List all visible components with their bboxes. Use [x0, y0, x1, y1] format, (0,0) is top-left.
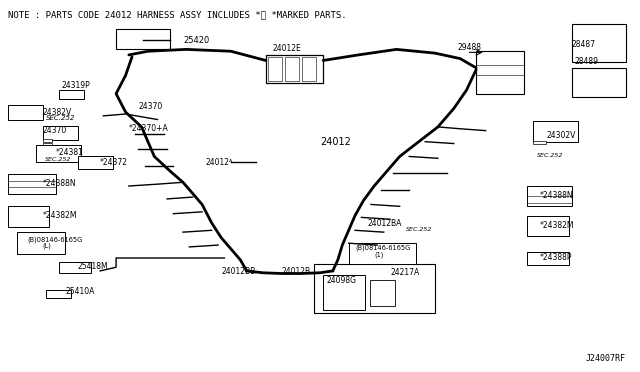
Text: 24012: 24012 [320, 137, 351, 147]
Bar [43, 140, 52, 142]
Bar [572, 23, 626, 62]
Bar [527, 186, 572, 206]
Text: SEC.252: SEC.252 [45, 157, 71, 161]
Text: 24382V: 24382V [43, 108, 72, 117]
Text: SEC.252: SEC.252 [537, 153, 563, 158]
Text: 25418M: 25418M [78, 262, 109, 271]
Bar [323, 275, 365, 310]
Bar [476, 51, 524, 94]
Text: *24388N: *24388N [540, 192, 573, 201]
Text: 24370: 24370 [138, 102, 163, 111]
Text: 24012BA: 24012BA [368, 219, 402, 228]
Text: 24370: 24370 [43, 126, 67, 135]
Bar [349, 243, 415, 263]
Text: *24382M: *24382M [540, 221, 574, 230]
Text: *24372: *24372 [100, 158, 128, 167]
Text: 24098G: 24098G [326, 276, 356, 285]
Text: *24382M: *24382M [43, 211, 77, 220]
Text: 25410A: 25410A [65, 287, 95, 296]
Text: NOTE : PARTS CODE 24012 HARNESS ASSY INCLUDES *Ⅱ *MARKED PARTS.: NOTE : PARTS CODE 24012 HARNESS ASSY INC… [8, 11, 346, 20]
Text: *24370+A: *24370+A [129, 124, 168, 133]
Bar [78, 157, 113, 169]
Bar [572, 68, 626, 97]
Text: 29488: 29488 [457, 43, 481, 52]
Bar [534, 121, 578, 142]
Text: 28489: 28489 [575, 57, 599, 66]
Bar [285, 57, 299, 81]
Bar [302, 57, 316, 81]
Bar [534, 141, 546, 144]
Bar [36, 145, 81, 162]
Bar [17, 232, 65, 254]
Bar [46, 290, 72, 298]
Text: 24012B: 24012B [282, 267, 311, 276]
Text: 24012BB: 24012BB [221, 267, 255, 276]
Text: *24388N: *24388N [43, 179, 76, 188]
Text: (B)08146-6165G: (B)08146-6165G [355, 245, 410, 251]
Bar [43, 143, 52, 146]
Text: 24012ᴬ: 24012ᴬ [205, 157, 232, 167]
Bar [266, 55, 323, 83]
Text: *24388P: *24388P [540, 253, 572, 263]
Bar [8, 206, 49, 227]
Bar [59, 262, 91, 273]
Text: 24319P: 24319P [62, 81, 91, 90]
Text: SEC.252: SEC.252 [46, 115, 76, 121]
Bar [8, 174, 56, 194]
Text: (L): (L) [43, 243, 52, 249]
Bar [370, 280, 395, 306]
Bar [527, 253, 568, 265]
Bar [116, 29, 170, 49]
Text: (1): (1) [374, 251, 383, 257]
Text: J24007RF: J24007RF [586, 354, 626, 363]
Bar [8, 105, 43, 119]
Text: 24217A: 24217A [390, 268, 419, 277]
Text: 25420: 25420 [183, 36, 209, 45]
Text: 28487: 28487 [572, 41, 596, 49]
Text: SEC.252: SEC.252 [406, 227, 433, 232]
Bar [527, 215, 568, 236]
Text: *24381: *24381 [56, 148, 83, 157]
Text: 24302V: 24302V [546, 131, 575, 140]
Bar [43, 126, 78, 140]
Bar [314, 263, 435, 313]
Bar [59, 90, 84, 99]
Text: 24012E: 24012E [272, 44, 301, 53]
Text: (B)08146-6165G: (B)08146-6165G [27, 236, 82, 243]
Bar [268, 57, 282, 81]
